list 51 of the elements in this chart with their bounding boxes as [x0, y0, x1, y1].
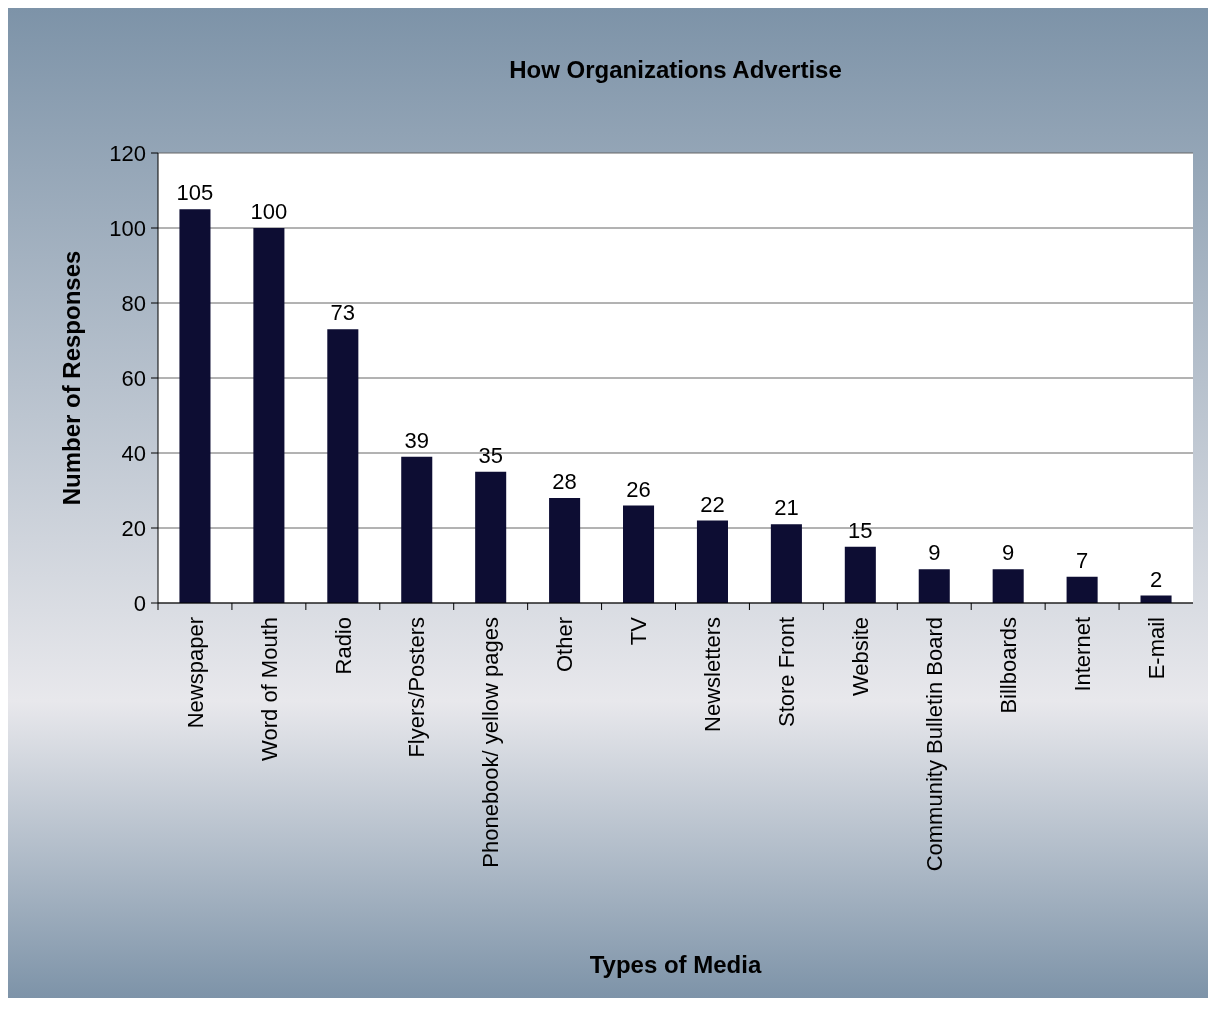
x-tick-label: Flyers/Posters [404, 617, 430, 758]
bar [992, 569, 1024, 603]
x-tick-label: Phonebook/ yellow pages [478, 617, 504, 868]
y-tick-label: 40 [121, 440, 146, 466]
x-tick-label: Word of Mouth [256, 617, 282, 761]
data-label: 7 [1075, 547, 1089, 573]
y-tick-label: 120 [109, 140, 146, 166]
x-tick-label: Radio [330, 617, 356, 675]
x-tick-label: E-mail [1143, 617, 1169, 680]
x-tick-label: Newsletters [700, 617, 726, 732]
bar [253, 228, 285, 603]
data-label: 9 [1002, 540, 1015, 566]
x-tick-label: TV [626, 616, 652, 646]
x-tick-label: Community Bulletin Board [921, 617, 947, 872]
y-axis-title: Number of Responses [58, 250, 85, 506]
x-tick-label: Billboards [995, 617, 1021, 714]
bar [844, 546, 876, 603]
bar [918, 569, 950, 603]
chart-title: How Organizations Advertise [509, 56, 842, 83]
data-label: 35 [478, 442, 503, 468]
y-tick-label: 80 [121, 290, 146, 316]
y-tick-label: 60 [121, 365, 146, 391]
data-label: 100 [250, 199, 288, 224]
x-tick-label: Internet [1069, 617, 1095, 692]
data-label: 39 [404, 427, 429, 453]
data-label: 26 [626, 476, 651, 502]
bar [1066, 576, 1098, 603]
bar [549, 498, 581, 603]
bar [623, 505, 655, 603]
data-label: 105 [176, 180, 214, 206]
y-tick-label: 100 [109, 215, 146, 241]
bar [475, 471, 507, 603]
x-tick-label: Store Front [774, 617, 800, 728]
data-label: 2 [1149, 566, 1163, 592]
bar [327, 329, 359, 603]
bar [770, 524, 802, 603]
bar [696, 520, 728, 603]
data-label: 9 [928, 540, 941, 566]
x-tick-label: Other [552, 617, 578, 673]
data-label: 22 [700, 491, 725, 517]
data-label: 73 [330, 300, 356, 326]
x-axis-title: Types of Media [589, 951, 762, 978]
x-tick-label: Newspaper [182, 617, 208, 729]
data-label: 15 [848, 517, 873, 543]
data-label: 21 [774, 495, 799, 521]
bar [179, 209, 211, 603]
data-label: 28 [552, 469, 577, 494]
bar [401, 456, 433, 603]
y-tick-label: 20 [121, 515, 146, 541]
y-tick-label: 0 [133, 590, 146, 616]
x-tick-label: Website [848, 617, 874, 697]
